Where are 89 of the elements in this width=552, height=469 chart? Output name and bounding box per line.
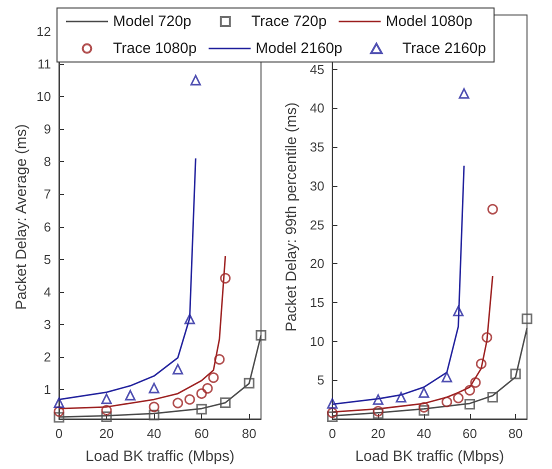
- legend-label: Trace 720p: [251, 13, 327, 30]
- y-tick-label: 1: [44, 382, 51, 398]
- x-tick-label: 20: [99, 426, 114, 441]
- x-tick-label: 0: [328, 426, 336, 441]
- point: [510, 368, 521, 380]
- y-tick-label: 15: [310, 294, 324, 310]
- point: [101, 394, 112, 404]
- legend-label: Model 1080p: [386, 13, 472, 30]
- point: [418, 402, 430, 413]
- point: [196, 388, 207, 399]
- y-tick-label: 4: [44, 284, 51, 300]
- y-tick-label: 11: [38, 56, 51, 72]
- point: [54, 397, 64, 408]
- point: [220, 272, 231, 284]
- x-tick-label: 80: [508, 426, 523, 441]
- point: [54, 406, 64, 417]
- y-tick-label: 2: [44, 350, 51, 365]
- x-tick-label: 60: [462, 426, 477, 441]
- y-tick-label: 40: [310, 100, 324, 116]
- point: [470, 377, 481, 388]
- y-tick-label: 9: [44, 122, 51, 137]
- point: [482, 332, 492, 343]
- legend-label: Trace 2160p: [402, 40, 486, 57]
- x-tick-label: 20: [370, 426, 386, 441]
- point: [196, 404, 207, 415]
- point: [372, 394, 384, 405]
- point: [372, 406, 384, 417]
- y-tick-label: 25: [310, 217, 324, 232]
- point: [148, 382, 160, 394]
- point: [148, 402, 160, 412]
- y-tick-label: 8: [44, 154, 51, 170]
- point: [256, 330, 266, 341]
- legend-label: Trace 1080p: [113, 40, 197, 57]
- point: [453, 306, 464, 316]
- point: [464, 398, 476, 410]
- x-tick-label: 40: [416, 426, 432, 441]
- point: [244, 378, 254, 388]
- legend-label: Model 2160p: [256, 40, 342, 57]
- point: [464, 384, 476, 396]
- point: [476, 358, 486, 370]
- point: [54, 412, 64, 423]
- point: [327, 411, 338, 422]
- point: [396, 392, 406, 403]
- point: [442, 396, 452, 408]
- point: [487, 204, 498, 215]
- point: [453, 392, 464, 404]
- point: [442, 372, 452, 382]
- point: [522, 313, 532, 324]
- point: [458, 88, 470, 99]
- x-axis-title: Load BK traffic (Mbps): [86, 448, 234, 465]
- point: [190, 74, 201, 86]
- point: [418, 387, 430, 398]
- point: [214, 354, 225, 365]
- x-axis-title: Load BK traffic (Mbps): [355, 448, 504, 465]
- y-tick-label: 10: [310, 334, 324, 349]
- point: [124, 390, 136, 401]
- point: [172, 398, 184, 408]
- point: [220, 397, 231, 408]
- point: [184, 314, 196, 324]
- point: [418, 405, 430, 416]
- point: [327, 398, 338, 409]
- y-tick-label: 10: [36, 88, 51, 104]
- y-tick-label: 3: [44, 317, 51, 332]
- point: [327, 407, 338, 418]
- x-tick-label: 0: [55, 426, 63, 441]
- point: [372, 408, 384, 419]
- y-tick-label: 6: [44, 219, 51, 234]
- y-tick-label: 35: [310, 140, 324, 155]
- legend-label: Model 720p: [113, 13, 192, 30]
- y-tick-label: 7: [44, 186, 51, 202]
- y-tick-label: 30: [310, 178, 324, 194]
- point: [487, 392, 498, 403]
- y-tick-label: 20: [310, 256, 324, 272]
- point: [101, 404, 112, 416]
- x-tick-label: 40: [146, 426, 162, 441]
- y-tick-label: 5: [44, 252, 51, 267]
- x-tick-label: 80: [242, 426, 256, 441]
- x-tick-label: 60: [194, 426, 209, 441]
- y-axis-title: Packet Delay: 99th percentile (ms): [283, 102, 300, 332]
- point: [172, 364, 184, 374]
- point: [148, 410, 160, 420]
- y-axis-title: Packet Delay: Average (ms): [13, 124, 30, 310]
- y-tick-label: 5: [317, 372, 324, 388]
- point: [101, 411, 112, 422]
- y-tick-label: 45: [310, 62, 324, 77]
- point: [202, 383, 213, 394]
- point: [184, 394, 196, 405]
- y-tick-label: 12: [36, 24, 51, 39]
- point: [208, 372, 219, 383]
